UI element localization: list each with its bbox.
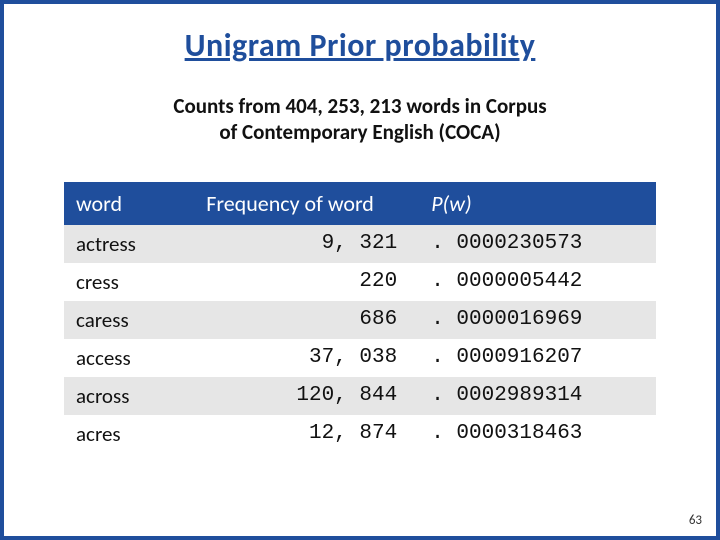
table-row: access 37, 038 . 0000916207	[64, 339, 656, 377]
data-table-container: word Frequency of word P(w) actress 9, 3…	[64, 182, 656, 453]
col-header-frequency: Frequency of word	[194, 182, 419, 225]
cell-pw: . 0000230573	[419, 225, 656, 263]
unigram-table: word Frequency of word P(w) actress 9, 3…	[64, 182, 656, 453]
cell-frequency: 220	[194, 263, 419, 301]
cell-word: access	[64, 339, 194, 377]
cell-frequency: 9, 321	[194, 225, 419, 263]
cell-word: cress	[64, 263, 194, 301]
cell-word: caress	[64, 301, 194, 339]
cell-word: across	[64, 377, 194, 415]
cell-frequency: 12, 874	[194, 415, 419, 453]
subtitle-line-1: Counts from 404, 253, 213 words in Corpu…	[173, 93, 546, 119]
table-row: cress 220 . 0000005442	[64, 263, 656, 301]
cell-frequency: 120, 844	[194, 377, 419, 415]
cell-word: acres	[64, 415, 194, 453]
slide-title: Unigram Prior probability	[4, 26, 716, 65]
col-header-word: word	[64, 182, 194, 225]
cell-pw: . 0000916207	[419, 339, 656, 377]
cell-frequency: 686	[194, 301, 419, 339]
subtitle-line-2: of Contemporary English (COCA)	[219, 119, 500, 145]
col-header-pw: P(w)	[419, 182, 656, 225]
table-row: across 120, 844 . 0002989314	[64, 377, 656, 415]
cell-pw: . 0000005442	[419, 263, 656, 301]
slide-number: 63	[689, 513, 702, 528]
table-header-row: word Frequency of word P(w)	[64, 182, 656, 225]
table-row: actress 9, 321 . 0000230573	[64, 225, 656, 263]
table-row: acres 12, 874 . 0000318463	[64, 415, 656, 453]
cell-frequency: 37, 038	[194, 339, 419, 377]
slide-subtitle: Counts from 404, 253, 213 words in Corpu…	[4, 93, 716, 146]
cell-pw: . 0000016969	[419, 301, 656, 339]
cell-pw: . 0002989314	[419, 377, 656, 415]
cell-word: actress	[64, 225, 194, 263]
cell-pw: . 0000318463	[419, 415, 656, 453]
table-row: caress 686 . 0000016969	[64, 301, 656, 339]
